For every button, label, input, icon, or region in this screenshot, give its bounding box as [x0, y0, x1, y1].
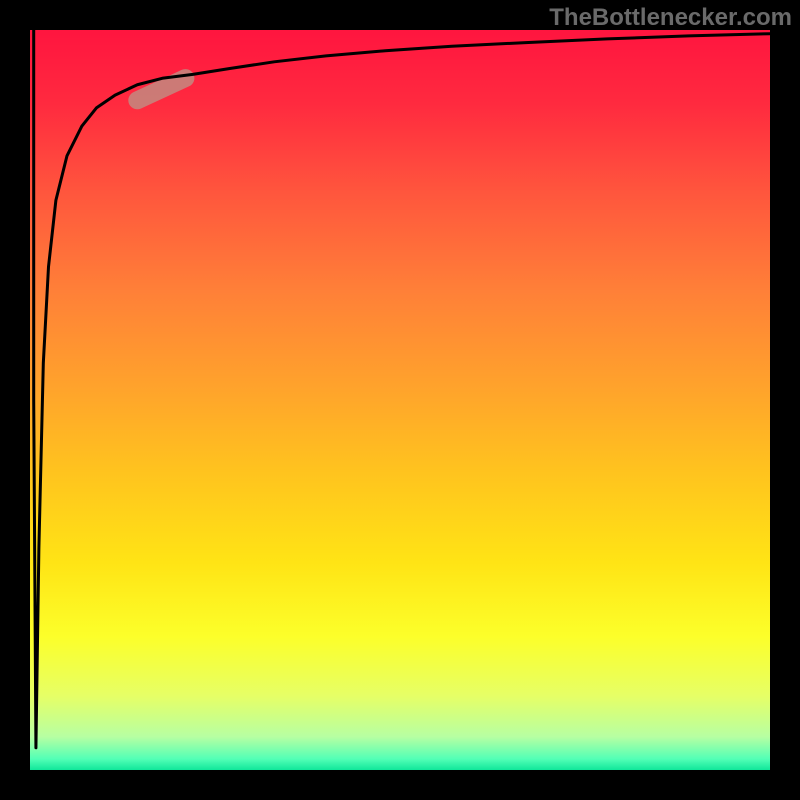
watermark-text: TheBottlenecker.com: [549, 4, 792, 32]
curve-overlay: [30, 30, 770, 770]
plot-area: [30, 30, 770, 770]
chart-frame: TheBottlenecker.com: [0, 0, 800, 800]
main-curve: [34, 30, 770, 748]
